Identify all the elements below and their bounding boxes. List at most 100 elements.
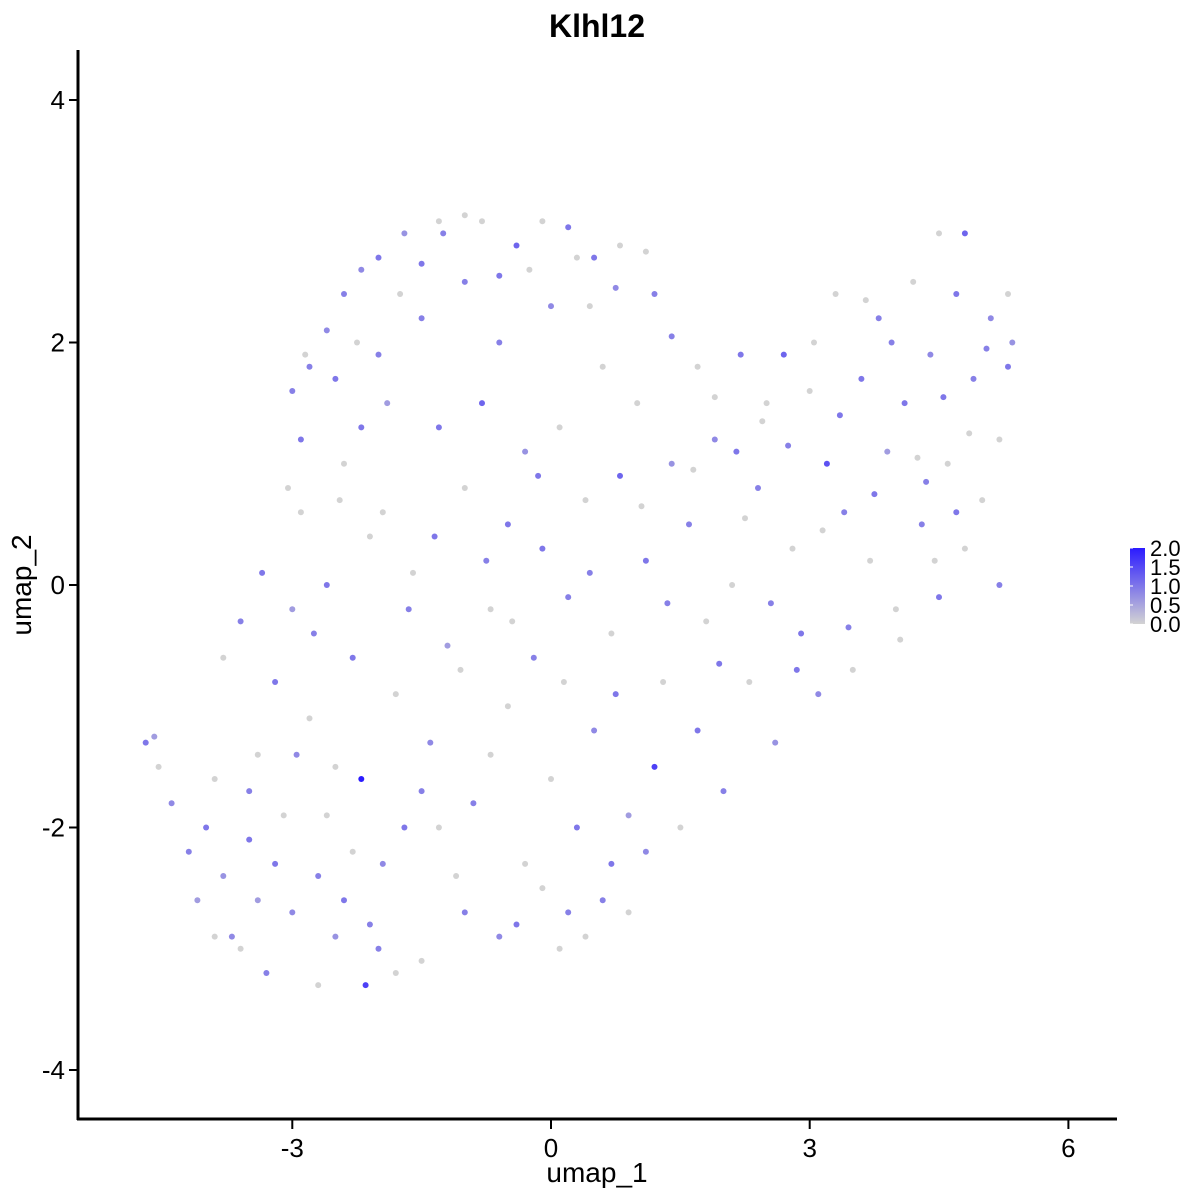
cell-point bbox=[811, 339, 817, 346]
cell-point bbox=[336, 497, 343, 504]
cell-point bbox=[246, 788, 253, 795]
cell-point bbox=[332, 763, 339, 770]
cell-point bbox=[798, 630, 805, 637]
cell-point bbox=[535, 472, 542, 479]
cell-point bbox=[608, 630, 615, 637]
cell-point bbox=[358, 424, 365, 431]
cell-point bbox=[354, 339, 360, 346]
cell-point bbox=[591, 254, 598, 261]
cell-point bbox=[332, 933, 339, 940]
cell-point bbox=[358, 266, 365, 273]
cell-point bbox=[513, 921, 520, 928]
cell-point bbox=[625, 812, 632, 819]
cell-point bbox=[1009, 339, 1016, 346]
cell-point bbox=[418, 957, 425, 964]
cell-point bbox=[289, 388, 296, 394]
cell-point bbox=[591, 727, 598, 734]
cell-point bbox=[362, 982, 369, 989]
colorbar-tick-label: 1.0 bbox=[1150, 574, 1181, 599]
cell-point bbox=[496, 339, 503, 346]
cell-point bbox=[565, 909, 572, 916]
cell-point bbox=[435, 424, 442, 431]
cell-point bbox=[832, 291, 839, 297]
cell-point bbox=[953, 291, 960, 297]
cell-point bbox=[565, 224, 572, 231]
cell-point bbox=[470, 800, 477, 807]
cell-point bbox=[875, 315, 882, 322]
cell-point bbox=[155, 763, 162, 770]
cell-point bbox=[397, 291, 404, 297]
x-axis-ticks: -3 0 3 6 bbox=[281, 1119, 1076, 1163]
y-axis-label: umap_2 bbox=[6, 534, 37, 635]
cell-point bbox=[940, 394, 947, 401]
cell-point bbox=[358, 776, 365, 782]
cell-point bbox=[461, 909, 468, 916]
cell-point bbox=[996, 582, 1003, 588]
cell-point bbox=[431, 533, 438, 540]
cell-point bbox=[504, 521, 511, 528]
cell-point bbox=[573, 254, 580, 261]
cell-point bbox=[310, 630, 317, 637]
cell-point bbox=[970, 375, 977, 382]
cell-point bbox=[642, 557, 649, 564]
cell-point bbox=[582, 497, 589, 504]
cell-point bbox=[375, 351, 382, 358]
cell-point bbox=[617, 242, 623, 249]
cell-point bbox=[297, 436, 304, 443]
cell-point bbox=[936, 230, 942, 237]
cell-point bbox=[936, 594, 942, 601]
y-tick-label: 2 bbox=[51, 328, 65, 358]
cell-point bbox=[694, 363, 701, 370]
y-tick-label: 0 bbox=[51, 570, 65, 600]
cell-point bbox=[504, 703, 511, 710]
cell-point bbox=[746, 679, 753, 685]
cell-point bbox=[375, 254, 382, 261]
cell-point bbox=[522, 860, 529, 867]
cell-point bbox=[379, 509, 386, 516]
cell-point bbox=[711, 394, 718, 401]
cell-point bbox=[961, 230, 968, 237]
cell-point bbox=[427, 739, 434, 746]
cell-point bbox=[461, 212, 468, 219]
cell-point bbox=[349, 848, 356, 855]
cell-point bbox=[496, 272, 503, 279]
cell-point bbox=[944, 460, 951, 467]
color-legend: 0.00.51.01.52.0 bbox=[1130, 536, 1181, 637]
cell-point bbox=[823, 460, 830, 467]
cell-point bbox=[599, 897, 606, 904]
cell-point bbox=[323, 327, 330, 334]
cell-point bbox=[453, 873, 460, 879]
cell-point bbox=[625, 909, 632, 916]
y-tick-label: 4 bbox=[51, 85, 65, 115]
x-tick-label: -3 bbox=[281, 1133, 304, 1163]
cell-point bbox=[759, 418, 766, 425]
cell-point bbox=[315, 873, 322, 879]
cell-point bbox=[211, 776, 218, 782]
cell-point bbox=[487, 606, 494, 613]
x-tick-label: 3 bbox=[802, 1133, 816, 1163]
cell-point bbox=[479, 400, 485, 407]
cell-point bbox=[815, 691, 822, 698]
cell-point bbox=[901, 400, 908, 407]
cell-point bbox=[530, 654, 537, 661]
cell-point bbox=[767, 600, 774, 607]
cell-point bbox=[401, 230, 408, 237]
cell-point bbox=[254, 751, 261, 758]
cell-point bbox=[457, 666, 464, 673]
cell-point bbox=[323, 812, 330, 819]
cell-point bbox=[315, 982, 322, 989]
cell-point bbox=[716, 660, 723, 667]
cell-point bbox=[306, 363, 313, 370]
cell-point bbox=[686, 521, 692, 528]
cell-point bbox=[259, 569, 266, 576]
cell-point bbox=[867, 557, 874, 564]
cell-point bbox=[461, 485, 468, 491]
cell-point bbox=[586, 303, 593, 310]
cell-point bbox=[927, 351, 934, 358]
cell-point bbox=[961, 545, 968, 552]
cell-point bbox=[599, 363, 606, 370]
cell-point bbox=[806, 388, 813, 394]
cell-point bbox=[302, 351, 309, 358]
cell-point bbox=[987, 315, 994, 322]
cell-point bbox=[742, 515, 748, 522]
